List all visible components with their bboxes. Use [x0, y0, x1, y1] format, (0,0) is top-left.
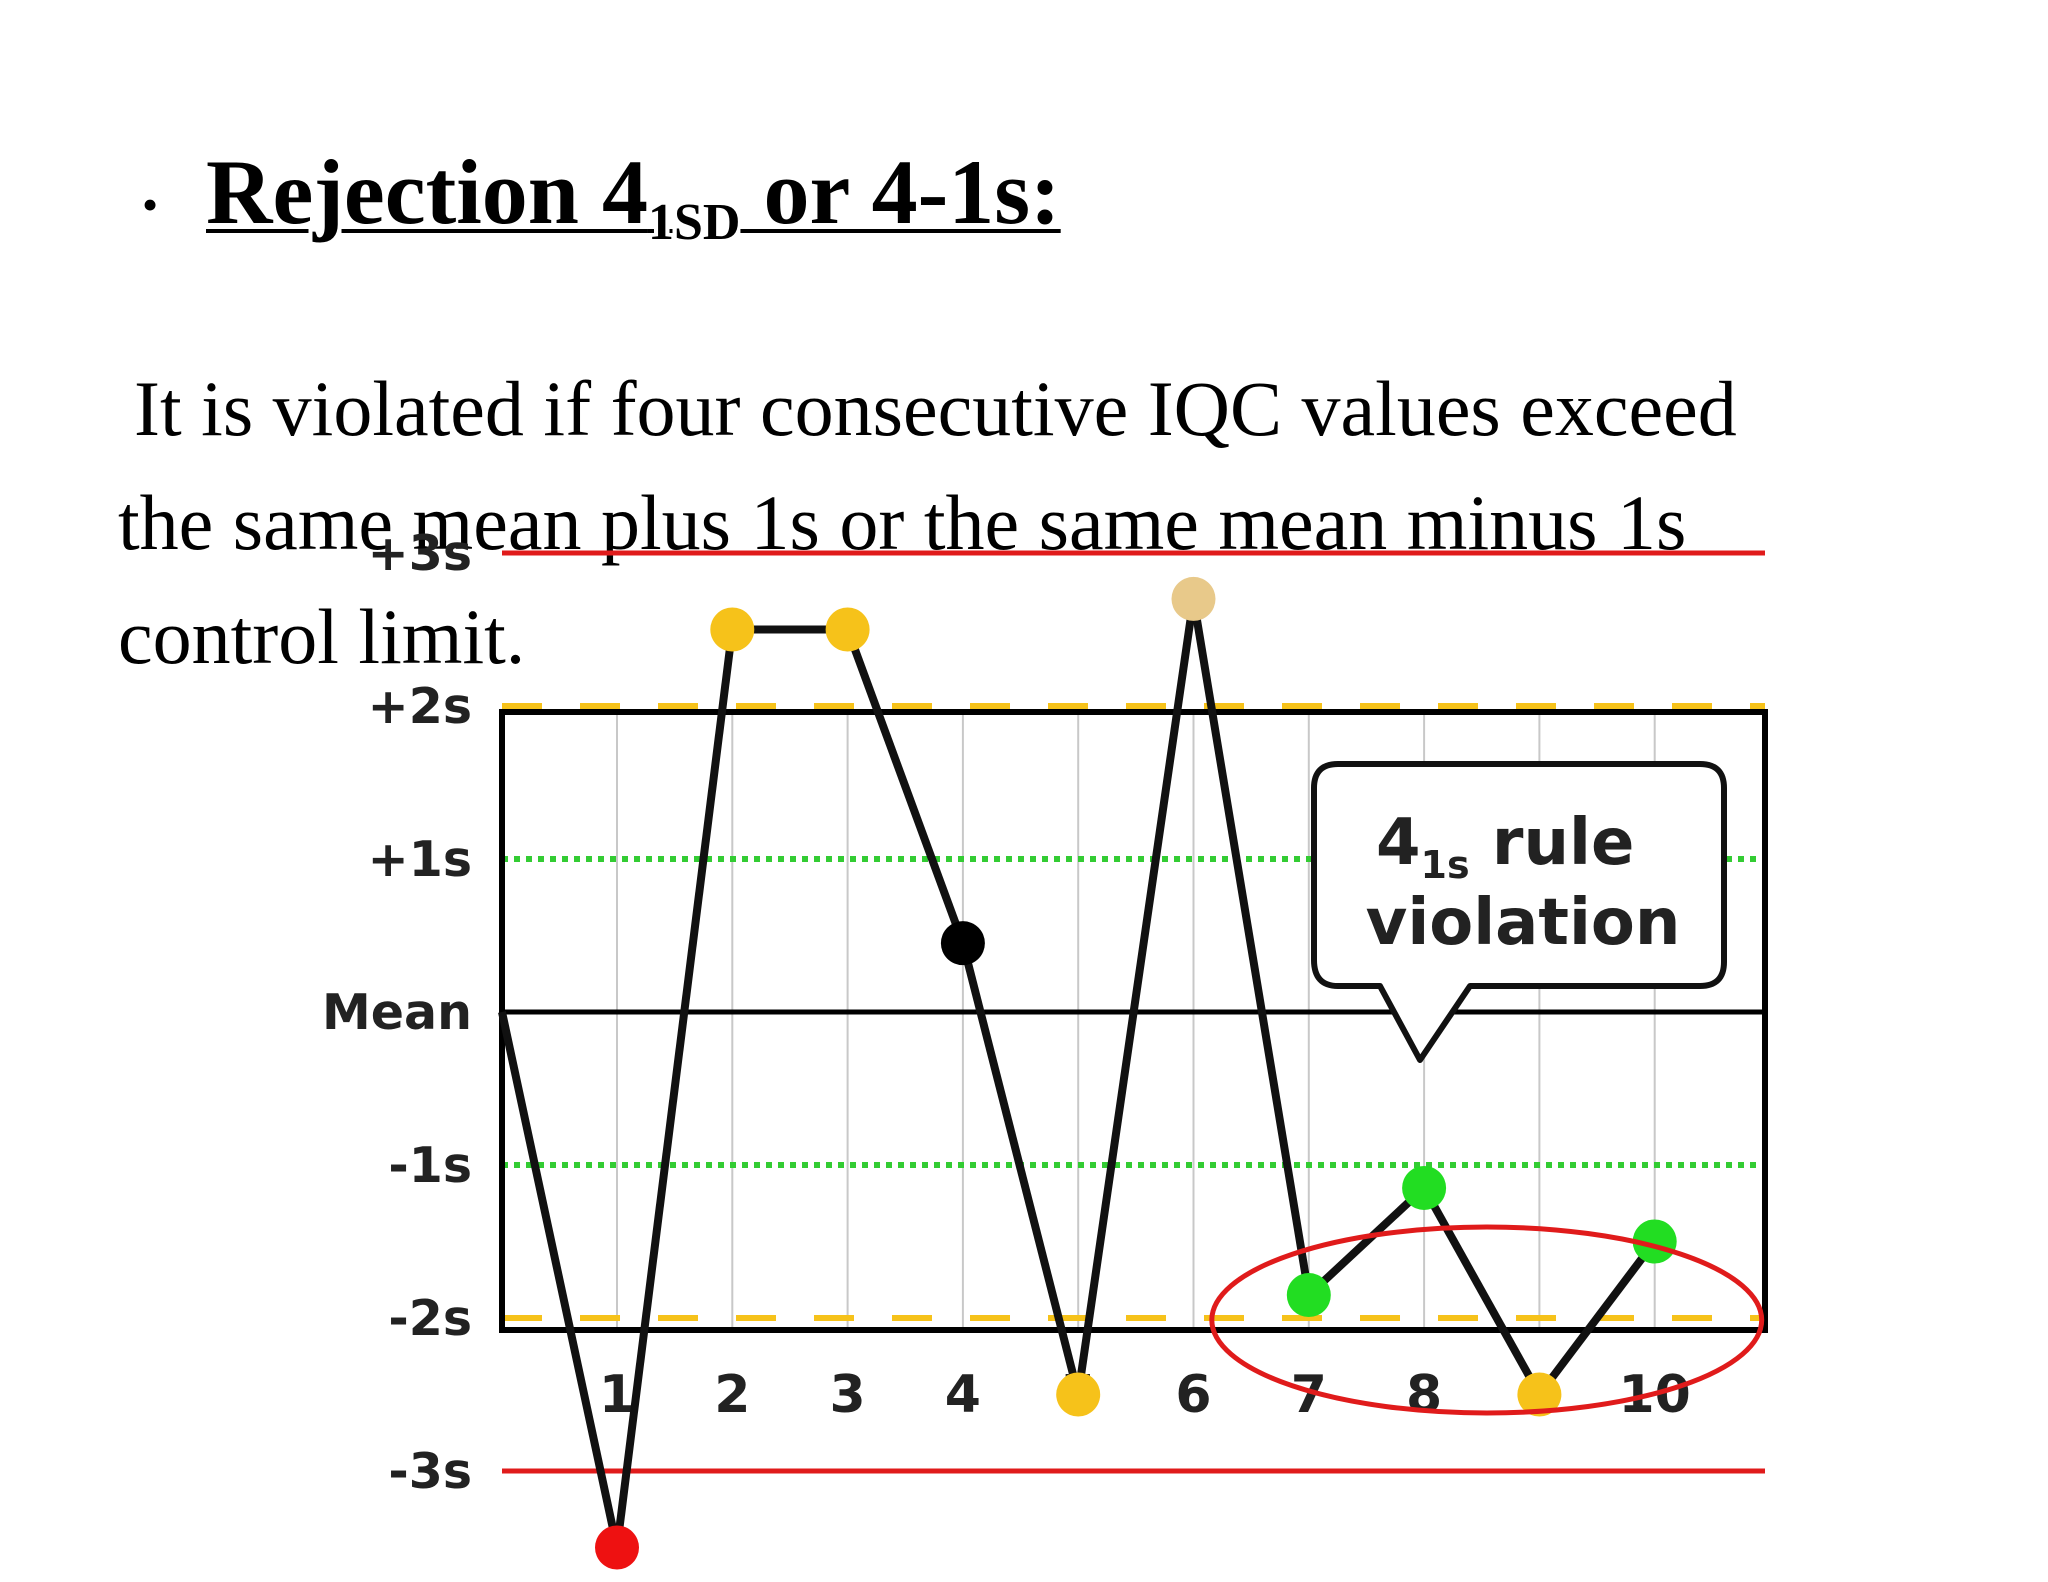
data-point-3: [825, 607, 870, 652]
x-tick-label: 3: [830, 1365, 866, 1425]
data-point-10: [1632, 1219, 1677, 1264]
x-tick-label: 6: [1175, 1365, 1211, 1425]
data-point-7: [1286, 1273, 1331, 1318]
y-tick-label: -2s: [388, 1290, 472, 1347]
callout-main: 4: [1376, 806, 1421, 880]
x-tick-label: 1: [599, 1365, 635, 1425]
series-segment: [843, 628, 967, 945]
callout-line-1: 41s rule: [1376, 806, 1634, 887]
y-tick-label: +3s: [368, 525, 472, 582]
series-segment: [498, 1011, 621, 1549]
x-tick-label: 8: [1406, 1365, 1442, 1425]
callout-line-2: violation: [1366, 886, 1681, 960]
series-segment: [1536, 1239, 1658, 1397]
series-segment: [1189, 598, 1313, 1296]
heading-main: Rejection 4: [206, 141, 648, 243]
page-heading: Rejection 41SD or 4-1s:: [206, 146, 1061, 249]
data-point-1: [595, 1525, 639, 1570]
callout-subscript: 1s: [1421, 843, 1470, 887]
data-point-6: [1171, 576, 1216, 621]
heading-subscript: 1SD: [647, 194, 741, 251]
y-tick-label: -1s: [388, 1137, 472, 1194]
data-point-4: [940, 921, 985, 966]
series-segment: [1306, 1185, 1427, 1298]
series-segment: [1420, 1186, 1543, 1397]
series-segment: [613, 629, 737, 1548]
y-tick-label: +2s: [368, 678, 472, 735]
callout-word: rule: [1470, 806, 1635, 880]
data-point-2: [710, 607, 755, 652]
series-segment: [959, 942, 1083, 1396]
series-segment: [1074, 598, 1198, 1396]
description-line-3: control limit.: [118, 593, 526, 680]
y-tick-label: +1s: [368, 831, 472, 888]
callout-bubble: [1311, 761, 1727, 1063]
x-tick-label: 2: [714, 1365, 750, 1425]
y-tick-label: Mean: [322, 984, 472, 1041]
y-tick-label: -3s: [388, 1443, 472, 1500]
description-line-1: It is violated if four consecutive IQC v…: [134, 365, 1737, 452]
data-point-8: [1402, 1165, 1447, 1210]
data-point-5: [1056, 1372, 1101, 1417]
heading-rest: or 4-1s:: [740, 141, 1061, 243]
data-point-9: [1517, 1372, 1562, 1417]
violation-ellipse: [1209, 1224, 1765, 1416]
bullet-icon: •: [142, 179, 159, 230]
x-tick-label: 4: [945, 1365, 981, 1425]
